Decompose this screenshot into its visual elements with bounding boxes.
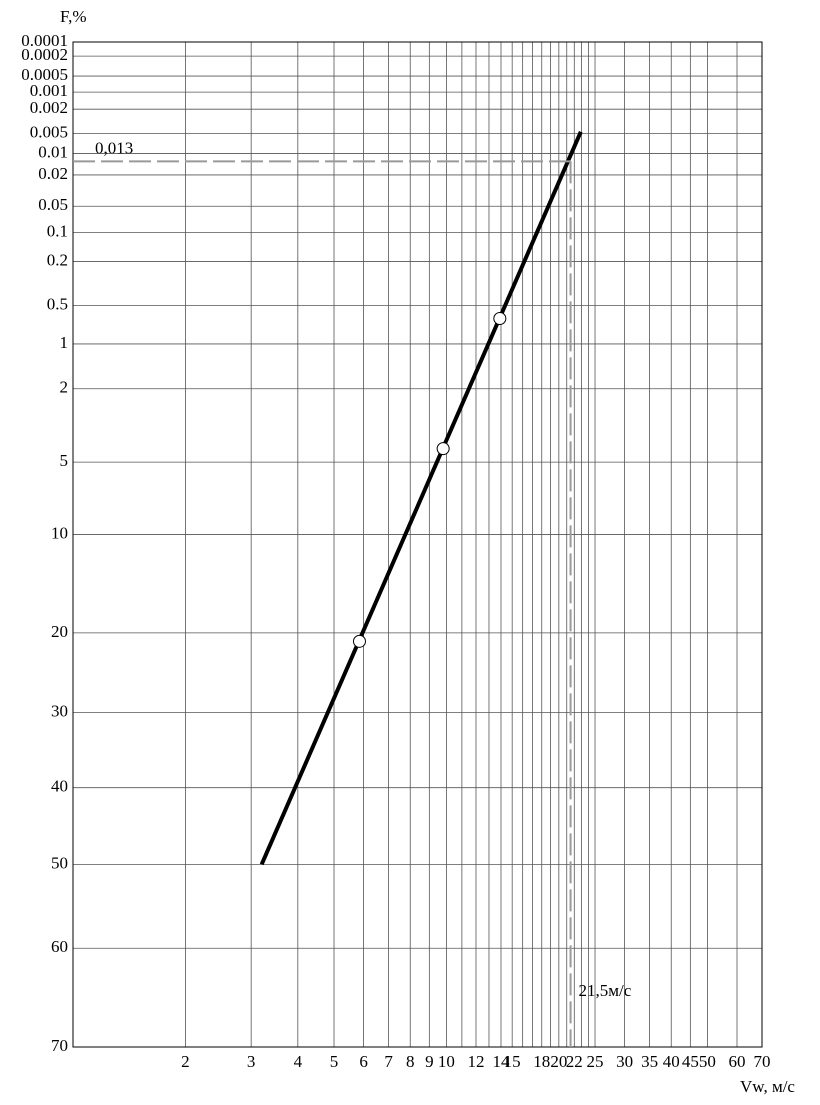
data-point [352, 634, 366, 648]
x-tick-label: 50 [699, 1052, 716, 1071]
y-tick-label: 0.001 [30, 81, 68, 100]
x-tick-label: 5 [330, 1052, 339, 1071]
x-tick-label: 70 [754, 1052, 771, 1071]
y-tick-label: 0.005 [30, 122, 68, 141]
y-tick-label: 0.05 [38, 195, 68, 214]
y-tick-label: 40 [51, 777, 68, 796]
data-point [493, 312, 507, 326]
y-tick-label: 60 [51, 937, 68, 956]
annotation: 0,013 [95, 138, 133, 157]
y-tick-label: 0.1 [47, 221, 68, 240]
x-tick-label: 15 [504, 1052, 521, 1071]
x-tick-label: 60 [729, 1052, 746, 1071]
x-tick-label: 14 [492, 1052, 510, 1071]
y-axis-label: F,% [60, 7, 87, 26]
x-tick-label: 7 [384, 1052, 393, 1071]
y-tick-label: 0.002 [30, 98, 68, 117]
x-tick-label: 9 [425, 1052, 434, 1071]
x-tick-label: 35 [641, 1052, 658, 1071]
x-tick-label: 25 [587, 1052, 604, 1071]
y-tick-label: 30 [51, 702, 68, 721]
y-tick-label: 20 [51, 622, 68, 641]
x-tick-label: 8 [406, 1052, 415, 1071]
plot-frame [72, 41, 763, 1048]
y-tick-label: 0.0002 [21, 45, 68, 64]
x-tick-label: 20 [550, 1052, 567, 1071]
x-tick-label: 10 [438, 1052, 455, 1071]
x-tick-label: 2 [181, 1052, 190, 1071]
x-tick-label: 3 [247, 1052, 256, 1071]
y-tick-label: 0.0005 [21, 65, 68, 84]
x-tick-label: 12 [467, 1052, 484, 1071]
x-axis-label: Vw, м/с [740, 1077, 795, 1096]
x-tick-label: 22 [566, 1052, 583, 1071]
data-point [436, 442, 450, 456]
y-tick-label: 10 [51, 523, 68, 542]
y-tick-label: 0.02 [38, 164, 68, 183]
x-tick-label: 30 [616, 1052, 633, 1071]
y-tick-label: 1 [60, 333, 69, 352]
y-tick-label: 5 [60, 451, 69, 470]
x-tick-label: 18 [533, 1052, 550, 1071]
x-tick-label: 40 [663, 1052, 680, 1071]
y-tick-label: 70 [51, 1036, 68, 1055]
x-tick-label: 4 [294, 1052, 303, 1071]
y-tick-label: 0.01 [38, 142, 68, 161]
y-tick-label: 0.0001 [21, 31, 68, 50]
x-tick-label: 6 [359, 1052, 368, 1071]
data-line [259, 130, 583, 866]
x-tick-label: 45 [682, 1052, 699, 1071]
y-tick-label: 0.2 [47, 250, 68, 269]
annotation: 21,5м/с [579, 981, 632, 1000]
y-tick-label: 50 [51, 853, 68, 872]
y-tick-label: 2 [60, 378, 69, 397]
y-tick-label: 0.5 [47, 294, 68, 313]
